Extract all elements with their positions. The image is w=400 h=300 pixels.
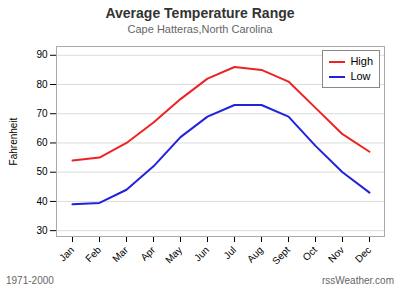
html-text:rssWeather.com: rssWeather.com	[321, 275, 394, 286]
svg-text:Apr: Apr	[138, 244, 157, 263]
svg-text:Jan: Jan	[57, 244, 76, 263]
svg-text:40: 40	[36, 196, 48, 207]
html-text:1971-2000: 1971-2000	[6, 275, 54, 286]
svg-text:Mar: Mar	[110, 244, 130, 264]
svg-text:30: 30	[36, 225, 48, 236]
svg-text:Sept: Sept	[270, 244, 292, 266]
html-text:Cape Hatteras,North Carolina: Cape Hatteras,North Carolina	[127, 23, 273, 35]
svg-text:Feb: Feb	[83, 244, 103, 264]
html-text:Low: Low	[350, 70, 371, 82]
svg-text:90: 90	[36, 49, 48, 60]
html-text:Average Temperature Range: Average Temperature Range	[105, 5, 295, 21]
svg-text:Nov: Nov	[326, 244, 346, 264]
svg-text:Dec: Dec	[353, 244, 373, 264]
html-text:High: High	[350, 55, 373, 67]
svg-text:70: 70	[36, 108, 48, 119]
svg-text:Aug: Aug	[245, 244, 265, 264]
svg-text:Fahrenheit: Fahrenheit	[8, 117, 19, 165]
svg-text:50: 50	[36, 166, 48, 177]
svg-text:80: 80	[36, 79, 48, 90]
svg-text:60: 60	[36, 137, 48, 148]
svg-text:Jun: Jun	[192, 244, 211, 263]
svg-text:May: May	[163, 244, 184, 265]
svg-text:Oct: Oct	[300, 244, 319, 263]
svg-text:Jul: Jul	[221, 244, 238, 261]
